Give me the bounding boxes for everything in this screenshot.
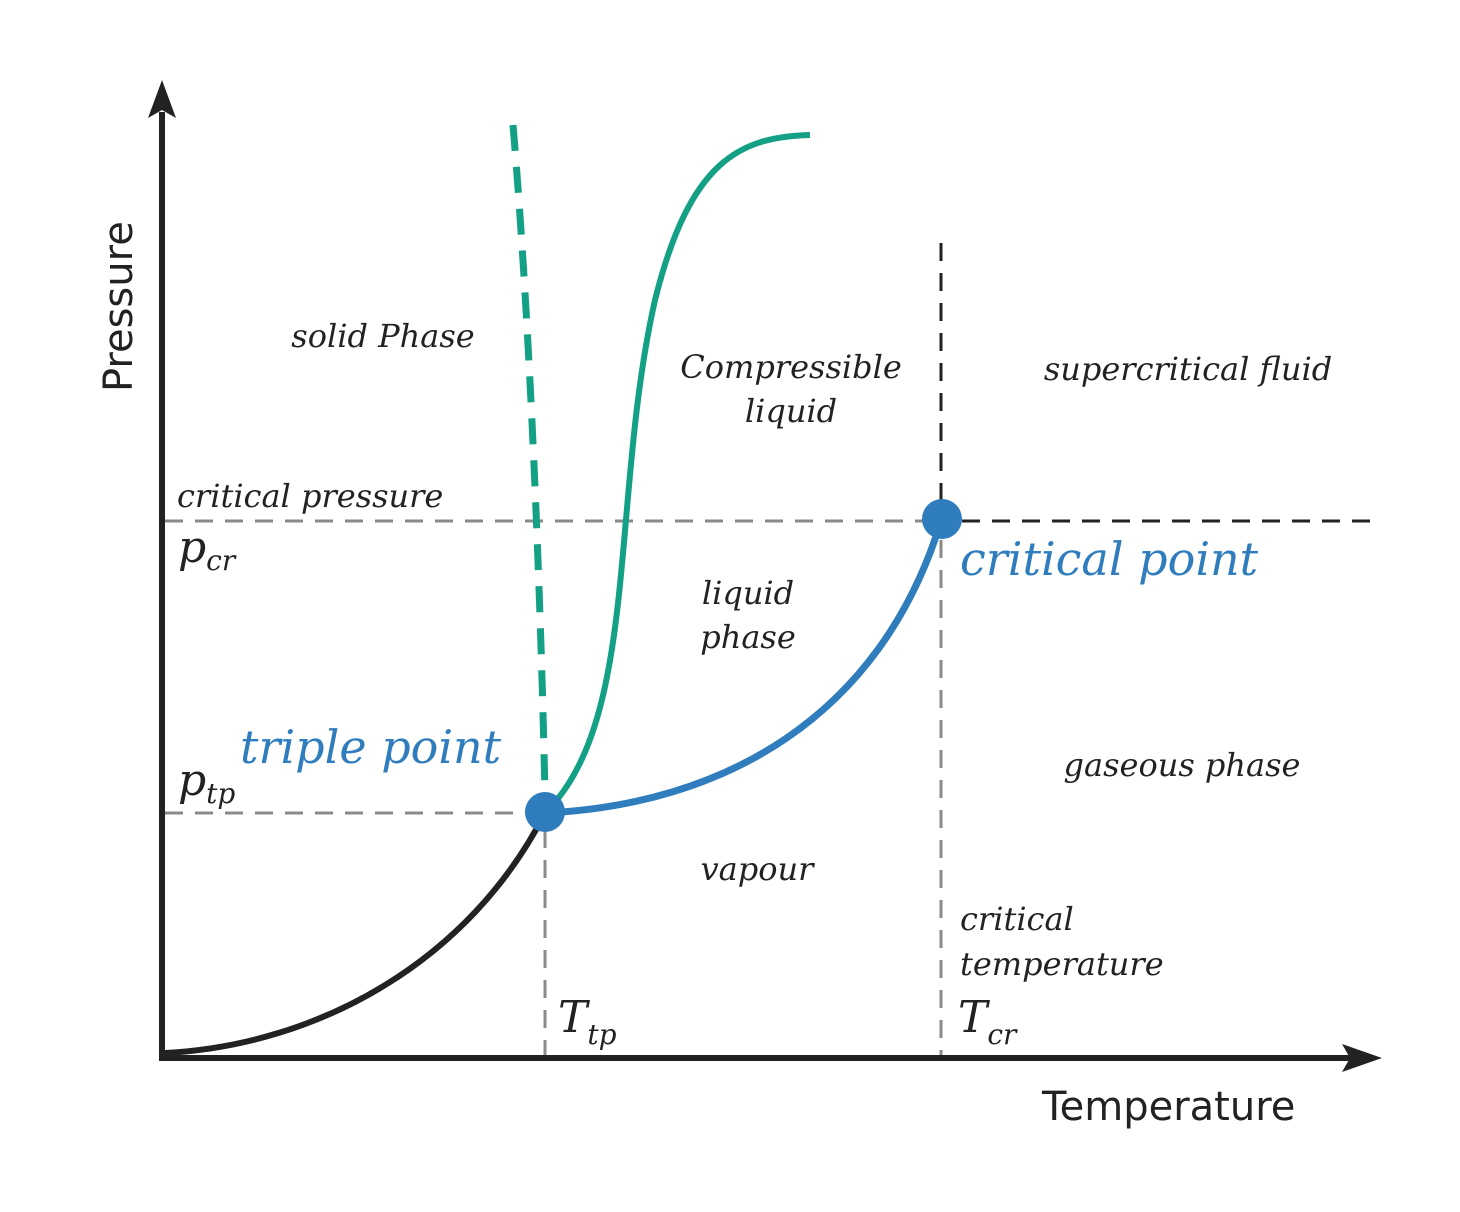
critical-pressure-label: critical pressure: [177, 477, 443, 515]
compressible-liquid-label-line2: liquid: [745, 392, 837, 430]
t-tp-label: Ttp: [558, 992, 617, 1051]
p-tp-label: ptp: [178, 755, 235, 810]
y-axis-title: Pressure: [96, 221, 142, 392]
t-tp-subscript: tp: [587, 1018, 616, 1051]
compressible-liquid-label-line1: Compressible: [680, 348, 902, 386]
gaseous-phase-label: gaseous phase: [1064, 746, 1301, 784]
liquid-phase-label-line2: phase: [700, 618, 796, 656]
t-cr-label: Tcr: [958, 992, 1018, 1051]
critical-temperature-label-line2: temperature: [960, 945, 1164, 983]
t-cr-symbol: T: [958, 992, 991, 1043]
x-axis-title: Temperature: [1041, 1084, 1295, 1130]
p-tp-symbol: p: [178, 755, 206, 806]
x-axis-arrowhead: [1342, 1044, 1382, 1072]
y-axis-arrowhead: [148, 80, 176, 118]
t-cr-subscript: cr: [987, 1018, 1018, 1051]
solid-phase-label: solid Phase: [291, 317, 474, 355]
vaporization-curve: [544, 519, 945, 817]
critical-point-label: critical point: [960, 532, 1259, 586]
supercritical-fluid-label: supercritical fluid: [1044, 350, 1332, 388]
melting-curve-dashed: [509, 124, 549, 796]
vapour-label: vapour: [701, 850, 816, 888]
p-cr-symbol: p: [178, 522, 206, 573]
triple-point-marker: [525, 792, 565, 832]
t-tp-symbol: T: [558, 992, 591, 1043]
p-cr-label: pcr: [178, 522, 237, 577]
melting-curve: [542, 132, 811, 816]
triple-point-label: triple point: [240, 720, 502, 774]
p-cr-subscript: cr: [206, 544, 237, 577]
critical-temperature-label-line1: critical: [960, 900, 1074, 938]
liquid-phase-label-line1: liquid: [702, 574, 794, 612]
sublimation-curve: [164, 811, 548, 1056]
p-tp-subscript: tp: [206, 777, 235, 810]
critical-point-marker: [922, 499, 962, 539]
